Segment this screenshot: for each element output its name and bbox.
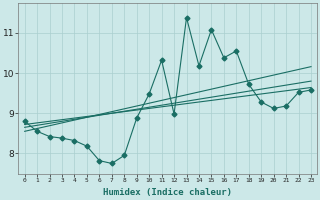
X-axis label: Humidex (Indice chaleur): Humidex (Indice chaleur): [103, 188, 232, 197]
